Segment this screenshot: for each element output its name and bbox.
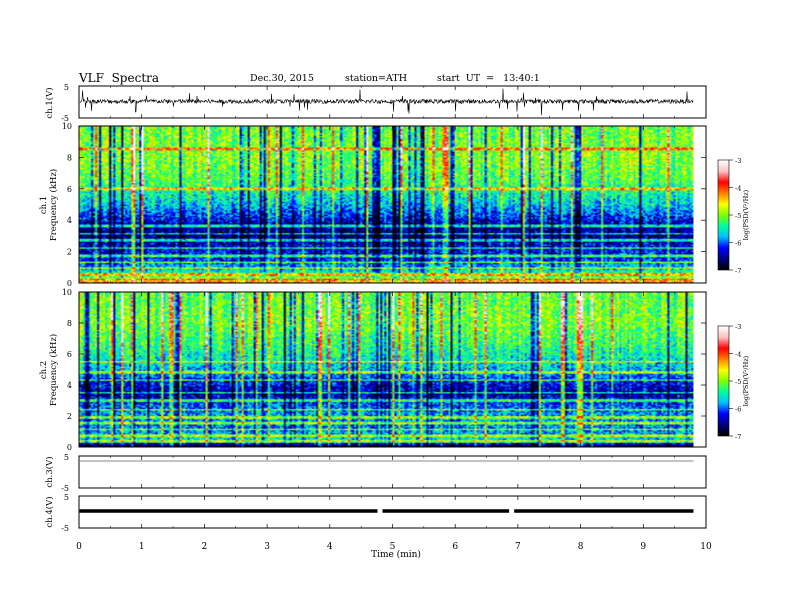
ch3-panel: 5 -5 ch.3(V) [44, 453, 707, 493]
spec2-ytick-label-0: 0 [67, 443, 72, 452]
x-tick-label-6: 6 [452, 542, 458, 552]
start-time-label: start UT = 13:40:1 [437, 73, 540, 84]
cbar1-tick-label-3: -6 [735, 240, 741, 248]
ch1-spectrogram-image [79, 126, 694, 283]
spec1-ytick-label-3: 6 [67, 185, 72, 194]
ch1-colorbar [718, 160, 729, 270]
ch3-ytick-top: 5 [64, 453, 69, 462]
x-tick-label-8: 8 [578, 542, 584, 552]
spec2-ytick-label-2: 4 [67, 381, 72, 390]
time-axis: 0 1 2 3 4 5 6 7 8 9 10 [76, 542, 712, 552]
plot-title: VLF Spectra [79, 71, 160, 85]
ch4-panel: 5 -5 ch.4(V) [44, 493, 707, 533]
date-label: Dec.30, 2015 [250, 73, 314, 84]
ch2-colorbar [718, 326, 729, 436]
ch2-spectrogram-ylabel-line1: ch.2 [39, 361, 49, 379]
x-tick-label-7: 7 [515, 542, 521, 552]
cbar2-tick-label-3: -6 [735, 406, 741, 414]
ch2-spectrogram-image [79, 292, 694, 447]
x-tick-label-10: 10 [700, 542, 712, 552]
spec1-ytick-label-2: 4 [67, 216, 72, 225]
x-tick-label-4: 4 [327, 542, 333, 552]
x-tick-label-2: 2 [202, 542, 208, 552]
ch1-spectrogram-ylabel-ch: ch.1Frequency (kHz) [39, 169, 59, 241]
x-tick-label-9: 9 [640, 542, 646, 552]
ch2-colorbar-label: log(PSD(V²/Hz) [742, 355, 750, 406]
ch4-ylabel: ch.4(V) [44, 496, 55, 527]
cbar2-tick-label-2: -5 [735, 378, 741, 386]
ch1-panel: 5 -5 ch.1(V) [44, 83, 707, 123]
ch1-ytick-bottom: -5 [61, 114, 69, 123]
x-tick-label-3: 3 [264, 542, 270, 552]
ch1-ytick-top: 5 [64, 83, 69, 92]
ch4-ytick-top: 5 [64, 493, 69, 502]
cbar2-tick-label-0: -3 [735, 323, 741, 331]
ch2-spectrogram-panel: 0 2 4 6 8 10 ch.2Frequency (kHz) -3 -4 -5 -6 -7 l… [39, 288, 750, 452]
spec1-ytick-label-0: 0 [67, 279, 72, 288]
ch2-spectrogram-ylabel-line2: Frequency (kHz) [48, 334, 59, 406]
ch4-ytick-bottom: -5 [61, 524, 69, 533]
x-tick-label-0: 0 [76, 542, 82, 552]
spec1-ytick-label-5: 10 [62, 122, 72, 131]
ch1-spectrogram-ylabel-line2: Frequency (kHz) [48, 169, 59, 241]
cbar1-tick-label-4: -7 [735, 267, 741, 275]
ch1-trace [79, 88, 694, 116]
ch1-ylabel: ch.1(V) [44, 87, 55, 118]
cbar1-tick-label-2: -5 [735, 212, 741, 220]
spec2-ytick-label-3: 6 [67, 350, 72, 359]
x-axis-label: Time (min) [371, 549, 421, 560]
spec1-ytick-label-4: 8 [67, 153, 72, 162]
x-tick-label-5: 5 [390, 542, 396, 552]
ch1-spectrogram-ylabel-line1: ch.1 [39, 196, 49, 214]
ch2-spectrogram-ylabel-ch: ch.2Frequency (kHz) [39, 334, 59, 406]
ch3-ytick-bottom: -5 [61, 484, 69, 493]
spec2-ytick-label-4: 8 [67, 319, 72, 328]
ch1-colorbar-label: log(PSD(V²/Hz) [742, 189, 750, 240]
cbar1-tick-label-0: -3 [735, 157, 741, 165]
spec1-ytick-label-1: 2 [67, 248, 72, 257]
ch1-spectrogram-panel: 0 2 4 6 8 10 ch.1Frequency (kHz) -3 -4 -5 -6 -7 l… [39, 122, 750, 288]
ch3-ylabel: ch.3(V) [44, 456, 55, 487]
spec2-ytick-label-5: 10 [62, 288, 72, 297]
spec2-ytick-label-1: 2 [67, 412, 72, 421]
x-tick-label-1: 1 [139, 542, 145, 552]
cbar1-tick-label-1: -4 [735, 185, 741, 193]
station-label: station=ATH [345, 73, 407, 84]
cbar2-tick-label-4: -7 [735, 433, 741, 441]
cbar2-tick-label-1: -4 [735, 351, 741, 359]
